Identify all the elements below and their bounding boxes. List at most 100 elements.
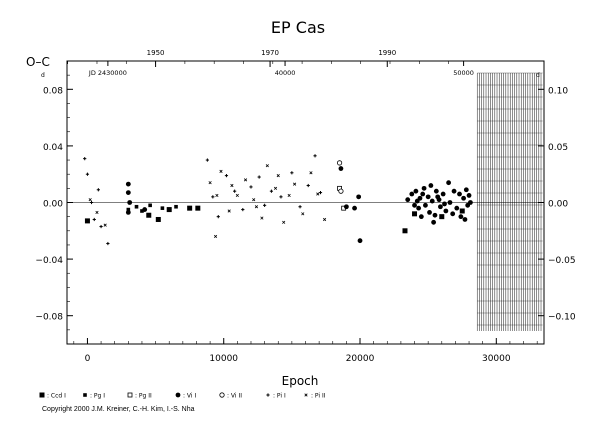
- point-visual: [125, 190, 131, 195]
- point-visual: [433, 188, 439, 194]
- point-photographic: [279, 195, 283, 199]
- point-visual: [416, 205, 422, 211]
- point-pg: [160, 206, 165, 210]
- point-photographic: [263, 203, 267, 207]
- point-visual: [447, 200, 453, 205]
- legend-label: : Pi II: [311, 393, 326, 400]
- right-y-axis-unit: d: [536, 72, 540, 79]
- left-tick-label: −0.08: [35, 313, 63, 323]
- y-axis-unit: d: [41, 72, 45, 79]
- point-pg: [126, 207, 131, 212]
- point-visual: [420, 191, 426, 197]
- point-visual: [468, 200, 473, 205]
- point-visual: [462, 217, 468, 222]
- point-pg: [174, 204, 178, 209]
- legend-label: : Pg II: [135, 393, 152, 400]
- point-photographic: [298, 205, 302, 209]
- x-tick-label: 20000: [346, 354, 375, 364]
- point-photographic-ii: [243, 178, 248, 182]
- point-visual: [418, 214, 424, 220]
- point-photographic: [266, 393, 270, 397]
- point-photographic: [83, 157, 87, 161]
- point-visual: [409, 191, 415, 197]
- point-photographic-ii: [213, 234, 218, 239]
- point-visual: [463, 187, 469, 193]
- point-visual-ii: [336, 160, 343, 166]
- point-photographic-ii: [252, 198, 256, 202]
- point-photographic-ii: [103, 223, 107, 227]
- point-visual: [432, 212, 438, 218]
- left-y-axis: 0.08 0.04 0.00 −0.04 −0.08: [35, 60, 73, 345]
- right-tick-label: 0.00: [548, 200, 568, 210]
- point-photographic-ii: [304, 393, 308, 397]
- chart-title: EP Cas: [271, 18, 325, 37]
- right-tick-label: 0.05: [548, 143, 568, 153]
- right-tick-label: −0.05: [548, 256, 576, 266]
- point-photographic-ii: [235, 193, 239, 198]
- point-visual: [175, 392, 181, 398]
- x-tick-label: 0: [85, 354, 91, 364]
- point-photographic-ii: [230, 183, 234, 188]
- point-photographic-ii: [287, 193, 291, 198]
- point-visual: [466, 193, 472, 198]
- point-photographic: [269, 189, 274, 193]
- point-visual: [454, 205, 460, 211]
- point-photographic: [313, 154, 317, 158]
- data-points: [83, 154, 473, 246]
- point-visual: [343, 204, 349, 210]
- point-photographic-ii: [282, 220, 286, 224]
- point-pg: [148, 203, 152, 208]
- point-ccd: [146, 212, 152, 218]
- year-label: 1990: [378, 49, 396, 57]
- point-photographic-ii: [88, 198, 92, 202]
- point-photographic: [211, 195, 215, 199]
- point-photographic: [205, 158, 209, 162]
- point-photographic-ii: [316, 192, 320, 196]
- point-visual: [431, 219, 437, 225]
- point-photographic: [99, 224, 103, 229]
- right-tick-label: −0.10: [548, 313, 576, 323]
- point-photographic-ii: [260, 216, 264, 220]
- point-photographic: [241, 207, 245, 212]
- point-photographic: [92, 217, 96, 222]
- point-visual-ii: [338, 188, 344, 194]
- legend-label: : Vi I: [183, 393, 196, 400]
- x-axis-label: Epoch: [282, 374, 319, 388]
- point-ccd: [439, 214, 445, 220]
- point-photographic: [249, 185, 253, 189]
- top-year-axis: 1950 1970 1990: [67, 49, 449, 67]
- point-visual: [450, 211, 456, 217]
- legend: : Ccd I: Pg I: Pg II: Vi I: Vi II: Pi I:…: [39, 392, 326, 400]
- point-photographic-ii: [322, 217, 327, 222]
- left-tick-label: 0.08: [43, 86, 63, 96]
- point-visual: [421, 185, 427, 191]
- point-photographic-ii: [215, 193, 219, 198]
- point-ccd: [166, 207, 172, 213]
- point-pg: [83, 393, 87, 397]
- legend-label: : Vi II: [227, 393, 242, 400]
- point-visual: [442, 201, 447, 207]
- point-visual-ii: [219, 392, 225, 398]
- copyright-note: Copyright 2000 J.M. Kreiner, C.-H. Kim, …: [42, 406, 195, 413]
- point-photographic: [89, 200, 94, 205]
- future-epoch-band: [476, 72, 543, 331]
- point-visual: [142, 207, 148, 212]
- point-visual: [451, 188, 457, 194]
- point-visual: [423, 202, 428, 208]
- point-photographic: [233, 189, 237, 193]
- x-axis: 0 10000 20000 30000: [73, 338, 538, 364]
- point-photographic-ii: [95, 210, 99, 214]
- left-tick-label: 0.00: [43, 200, 63, 210]
- point-photographic: [106, 241, 110, 246]
- point-visual: [352, 205, 357, 211]
- point-visual: [457, 191, 462, 197]
- point-photographic-ii: [254, 205, 259, 209]
- y-axis-label: O–C: [26, 55, 50, 69]
- year-label: 1970: [261, 49, 279, 57]
- point-visual: [443, 208, 449, 214]
- legend-label: : Ccd I: [47, 393, 66, 400]
- point-visual: [413, 188, 419, 194]
- point-photographic: [257, 175, 261, 179]
- point-visual: [435, 194, 441, 200]
